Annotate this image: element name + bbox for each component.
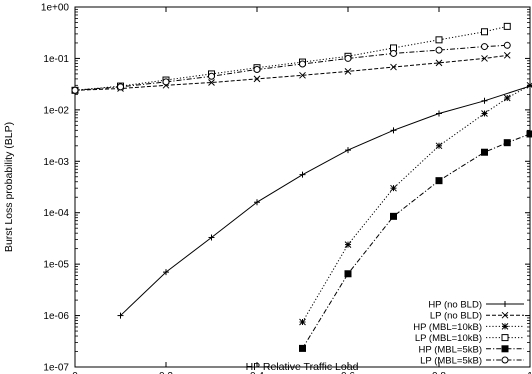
data-point: [390, 49, 397, 57]
data-point: [526, 81, 532, 89]
data-point: [435, 59, 443, 67]
data-point: [162, 78, 170, 86]
data-point: [253, 75, 261, 83]
data-point: [503, 94, 511, 102]
data-point: [344, 68, 352, 75]
legend-entry: LP (MBL=5kB): [420, 356, 524, 367]
x-tick-label: 0.2: [159, 371, 173, 374]
legend-label: HP (no BLD): [428, 300, 482, 311]
y-tick-label: 1e-07: [43, 363, 69, 374]
y-tick-label: 1e-03: [43, 157, 69, 168]
data-point: [526, 130, 532, 138]
data-point: [299, 171, 306, 178]
data-point: [435, 46, 443, 54]
data-point: [208, 79, 215, 86]
data-point: [344, 54, 352, 62]
x-tick-label: 1: [527, 371, 532, 374]
legend-entry: LP (MBL=10kB): [415, 333, 524, 344]
series-layer: [71, 22, 532, 352]
data-point: [435, 142, 443, 150]
data-point: [481, 43, 488, 51]
data-point: [501, 356, 509, 364]
y-axis-title: Burst Loss probability (BLP): [3, 122, 15, 252]
series-1: [71, 51, 511, 94]
series-0: [117, 83, 532, 319]
data-point: [253, 65, 261, 73]
legend-entry: LP (no BLD): [430, 311, 524, 322]
data-point: [299, 60, 306, 68]
legend-label: LP (no BLD): [430, 311, 482, 322]
data-point: [299, 344, 306, 352]
data-point: [501, 345, 509, 353]
data-point: [71, 86, 79, 94]
data-point: [501, 311, 509, 319]
data-point: [390, 63, 397, 71]
legend: HP (no BLD)LP (no BLD)HP (MBL=10kB)LP (M…: [413, 300, 524, 367]
x-axis-title: HP Relative Traffic Load: [246, 361, 359, 373]
data-point: [208, 72, 215, 80]
x-tick-label: 0.8: [432, 371, 446, 374]
data-point: [502, 301, 508, 307]
data-point: [345, 147, 351, 154]
series-5: [71, 41, 511, 94]
series-line: [302, 133, 531, 349]
data-point: [503, 41, 511, 49]
legend-entry: HP (no BLD): [428, 300, 524, 311]
x-tick-label: 0: [72, 371, 78, 374]
y-tick-label: 1e-01: [43, 54, 69, 65]
data-point: [503, 22, 511, 30]
legend-label: LP (MBL=10kB): [415, 333, 482, 344]
data-point: [481, 28, 488, 36]
series-line: [120, 85, 531, 316]
data-point: [481, 55, 488, 62]
data-point: [344, 241, 352, 248]
data-point: [344, 270, 352, 278]
y-tick-label: 1e-06: [43, 311, 69, 322]
data-point: [503, 139, 511, 147]
data-point: [481, 148, 488, 156]
data-point: [481, 110, 488, 117]
y-tick-label: 1e-05: [43, 260, 69, 271]
data-point: [435, 177, 443, 185]
data-point: [436, 110, 442, 117]
series-line: [74, 25, 508, 91]
data-point: [163, 269, 169, 276]
data-point: [481, 97, 488, 104]
data-point: [117, 312, 124, 319]
y-tick-label: 1e-02: [43, 105, 69, 116]
y-tick-label: 1e+00: [41, 3, 70, 14]
data-point: [390, 212, 397, 220]
legend-entry: HP (MBL=10kB): [413, 322, 524, 333]
y-tick-label: 1e-04: [43, 208, 69, 219]
data-point: [208, 234, 215, 241]
legend-label: HP (MBL=5kB): [419, 344, 482, 355]
data-point: [501, 323, 509, 330]
data-point: [390, 127, 397, 134]
x-tick-label: 0.4: [250, 371, 264, 374]
data-point: [254, 199, 260, 206]
data-point: [503, 51, 511, 59]
series-3: [71, 22, 511, 94]
data-point: [435, 36, 443, 44]
x-tick-label: 0.6: [341, 371, 355, 374]
data-point: [117, 83, 124, 91]
data-point: [299, 71, 306, 79]
series-4: [299, 130, 532, 352]
legend-label: LP (MBL=5kB): [420, 356, 482, 367]
data-point: [299, 318, 306, 326]
series-line: [302, 84, 531, 323]
legend-label: HP (MBL=10kB): [413, 322, 482, 333]
series-2: [299, 81, 532, 326]
data-point: [390, 184, 397, 192]
plot-frame: [74, 6, 531, 368]
axis-ticks: 0 0.2 0.4 0.6 0.8 1 1e-07 1e-06 1e-05 1e-04 1e-03 1…: [41, 3, 532, 374]
legend-entry: HP (MBL=5kB): [419, 344, 524, 355]
data-point: [501, 334, 509, 342]
